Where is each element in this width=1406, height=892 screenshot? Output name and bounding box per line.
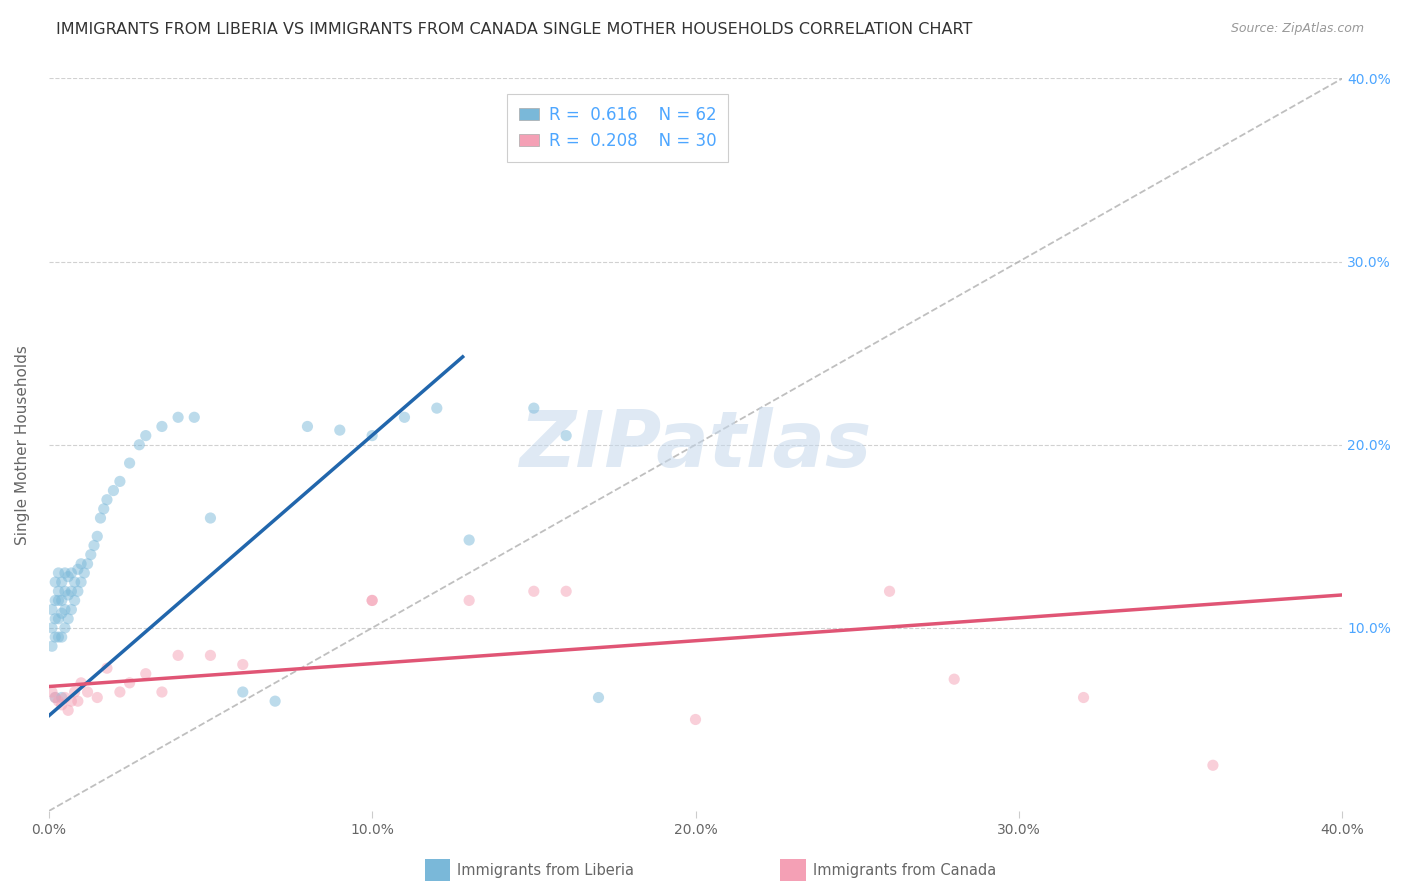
Point [44,690,66,705]
Point [44,690,66,705]
Y-axis label: Single Mother Households: Single Mother Households [15,345,30,545]
Point [103,483,125,498]
Point [44,612,66,626]
Point [66,694,89,708]
Point [41,602,63,616]
Point [200,648,222,663]
Point [943,672,966,686]
Point [56,588,79,602]
Point [41,639,63,653]
Point [89,511,111,525]
Point [53,621,76,635]
Point [44,630,66,644]
Text: IMMIGRANTS FROM LIBERIA VS IMMIGRANTS FROM CANADA SINGLE MOTHER HOUSEHOLDS CORRE: IMMIGRANTS FROM LIBERIA VS IMMIGRANTS FR… [56,22,973,37]
Point [53,584,76,599]
Point [135,428,157,442]
Point [73,566,96,580]
Point [56,612,79,626]
Point [70,557,93,571]
Point [183,410,205,425]
Point [48,566,70,580]
Point [96,492,118,507]
Point [48,630,70,644]
Point [41,621,63,635]
Point [118,456,141,470]
Point [523,401,546,416]
Point [879,584,901,599]
Point [53,566,76,580]
Point [232,685,254,699]
Point [86,529,108,543]
Point [51,698,73,712]
Point [48,694,70,708]
Point [167,648,190,663]
Point [361,593,384,607]
Point [329,423,352,437]
Text: Immigrants from Liberia: Immigrants from Liberia [457,863,634,878]
Point [150,419,173,434]
Point [44,575,66,590]
Point [53,602,76,616]
Point [135,666,157,681]
Point [555,428,578,442]
Point [200,511,222,525]
Point [297,419,319,434]
Point [96,661,118,675]
Point [60,584,83,599]
Point [588,690,610,705]
Point [70,676,93,690]
Point [70,575,93,590]
Point [118,676,141,690]
Point [76,557,98,571]
Point [66,562,89,576]
Point [60,602,83,616]
Point [76,685,98,699]
Point [361,593,384,607]
Point [86,690,108,705]
Point [41,685,63,699]
Point [167,410,190,425]
Point [458,593,481,607]
Point [51,690,73,705]
Point [51,607,73,621]
Point [264,694,287,708]
Point [361,428,384,442]
Point [80,548,103,562]
Point [555,584,578,599]
Point [63,685,86,699]
Point [48,612,70,626]
Point [128,438,150,452]
Point [150,685,173,699]
Point [83,539,105,553]
Point [53,690,76,705]
Text: ZIPatlas: ZIPatlas [519,407,872,483]
Point [93,501,115,516]
Point [63,593,86,607]
Point [108,475,131,489]
Point [51,593,73,607]
Point [63,575,86,590]
Point [56,703,79,717]
Point [51,575,73,590]
Point [60,566,83,580]
Point [1073,690,1095,705]
Point [458,533,481,547]
Text: Immigrants from Canada: Immigrants from Canada [813,863,995,878]
Legend: R =  0.616    N = 62, R =  0.208    N = 30: R = 0.616 N = 62, R = 0.208 N = 30 [508,95,728,161]
Point [44,593,66,607]
Point [232,657,254,672]
Text: Source: ZipAtlas.com: Source: ZipAtlas.com [1230,22,1364,36]
Point [426,401,449,416]
Point [523,584,546,599]
Point [51,630,73,644]
Point [1202,758,1225,772]
Point [108,685,131,699]
Point [56,569,79,583]
Point [48,584,70,599]
Point [394,410,416,425]
Point [48,593,70,607]
Point [685,713,707,727]
Point [66,584,89,599]
Point [60,694,83,708]
